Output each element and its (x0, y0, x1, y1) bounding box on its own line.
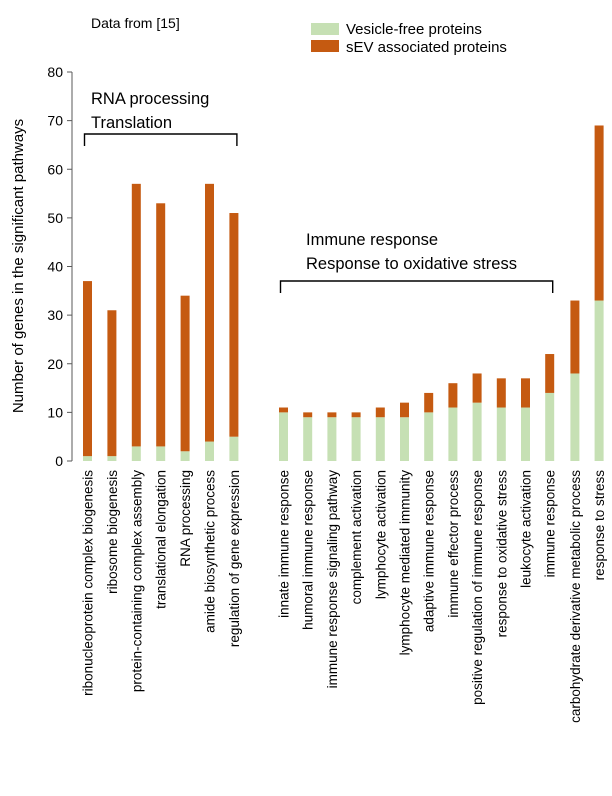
bar-sev (205, 183, 214, 442)
x-tick-label: positive regulation of immune response (470, 470, 485, 705)
x-tick-label: immune response signaling pathway (325, 470, 340, 689)
x-tick-label: translational elongation (154, 470, 169, 609)
bar-sev (424, 392, 434, 413)
bar-sev (156, 203, 166, 447)
x-tick-label: leukocyte activation (519, 470, 534, 588)
bar-vesicle-free (545, 392, 555, 461)
bar-sev (351, 412, 361, 418)
x-tick-label: innate immune response (277, 470, 292, 618)
bar-vesicle-free (83, 456, 92, 461)
x-tick-label: humoral immune response (301, 470, 316, 630)
bar-sev (521, 378, 530, 408)
bar-vesicle-free (279, 412, 288, 461)
x-tick-label: complement activation (349, 470, 364, 604)
y-axis: 0 10 20 30 40 50 60 70 80 (47, 64, 73, 469)
y-axis-title: Number of genes in the significant pathw… (10, 119, 27, 413)
bar-sev (375, 407, 385, 418)
annotation-bracket (83, 133, 238, 146)
bar-sev (180, 295, 190, 452)
y-tick-label: 20 (47, 356, 63, 372)
bar-sev (107, 310, 117, 457)
bar-vesicle-free (375, 417, 385, 461)
bars (83, 125, 604, 461)
x-tick-label: carbohydrate derivative metabolic proces… (568, 470, 583, 723)
x-tick-label: immune response (543, 470, 558, 577)
bar-vesicle-free (424, 412, 434, 461)
legend-label-vesicle-free: Vesicle-free proteins (346, 21, 482, 38)
bar-sev (448, 383, 458, 408)
legend-swatch-vesicle-free (311, 23, 339, 35)
x-tick-label: ribosome biogenesis (105, 470, 120, 594)
bar-vesicle-free (400, 417, 409, 461)
x-tick-label: regulation of gene expression (227, 470, 242, 647)
y-tick-label: 40 (47, 259, 63, 275)
x-tick-label: response to oxidative stress (494, 470, 509, 638)
bar-sev (400, 402, 409, 418)
source-note: Data from [15] (91, 15, 180, 31)
x-tick-label: adaptive immune response (422, 470, 437, 632)
bar-vesicle-free (131, 446, 141, 461)
annotation-label: RNA processing (91, 90, 209, 108)
bar-sev (327, 412, 337, 418)
bar-vesicle-free (229, 436, 239, 461)
y-tick-label: 60 (47, 161, 63, 177)
bar-vesicle-free (180, 451, 190, 461)
bar-sev (545, 354, 555, 393)
annotation-label: Immune response (306, 231, 438, 249)
bar-vesicle-free (205, 441, 214, 461)
bar-sev (131, 183, 141, 447)
bar-vesicle-free (496, 407, 506, 461)
legend-label-sev: sEV associated proteins (346, 39, 507, 56)
bar-sev (570, 300, 580, 374)
bar-sev (496, 378, 506, 408)
bar-sev (229, 213, 239, 437)
y-tick-label: 70 (47, 113, 63, 129)
y-tick-label: 30 (47, 307, 63, 323)
bar-vesicle-free (351, 417, 361, 461)
bar-vesicle-free (448, 407, 458, 461)
y-tick-label: 50 (47, 210, 63, 226)
bar-vesicle-free (594, 300, 604, 461)
annotation-label: Translation (91, 114, 172, 132)
legend-swatch-sev (311, 40, 339, 52)
group-annotations: RNA processing Translation Immune response… (83, 90, 554, 293)
bar-sev (303, 412, 313, 418)
y-tick-label: 80 (47, 64, 63, 80)
bar-vesicle-free (472, 402, 482, 461)
bar-vesicle-free (327, 417, 337, 461)
legend: Vesicle-free proteins sEV associated pro… (311, 21, 507, 56)
x-tick-label: immune effector process (446, 470, 461, 618)
bar-sev (472, 373, 482, 403)
annotation-label: Response to oxidative stress (306, 255, 517, 273)
x-tick-label: response to stress (592, 470, 607, 581)
bar-sev (279, 407, 288, 413)
x-axis-labels: ribonucleoprotein complex biogenesis ribo… (81, 470, 608, 723)
x-tick-label: lymphocyte activation (373, 470, 388, 599)
x-tick-label: RNA processing (178, 470, 193, 567)
bar-sev (83, 281, 92, 457)
x-tick-label: amide biosynthetic process (203, 470, 218, 633)
bar-vesicle-free (156, 446, 166, 461)
bar-sev (594, 125, 604, 301)
x-tick-label: ribonucleoprotein complex biogenesis (81, 470, 96, 696)
bar-vesicle-free (303, 417, 313, 461)
annotation-bracket (279, 280, 554, 293)
y-tick-label: 10 (47, 404, 63, 420)
bar-vesicle-free (521, 407, 530, 461)
bar-vesicle-free (570, 373, 580, 461)
y-tick-label: 0 (55, 453, 63, 469)
x-tick-label: protein-containing complex assembly (129, 470, 144, 692)
bar-vesicle-free (107, 456, 117, 461)
x-tick-label: lymphocyte mediated immunity (398, 470, 413, 656)
